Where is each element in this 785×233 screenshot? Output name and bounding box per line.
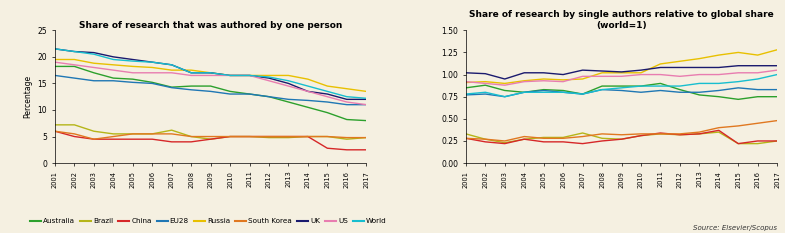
Y-axis label: Percentage: Percentage xyxy=(23,75,32,118)
Legend: Australia, Brazil, China, EU28, Russia, South Korea, UK, US, World: Australia, Brazil, China, EU28, Russia, … xyxy=(27,215,389,227)
Title: Share of research that was authored by one person: Share of research that was authored by o… xyxy=(79,21,342,30)
Text: Source: Elsevier/Scopus: Source: Elsevier/Scopus xyxy=(693,225,777,231)
Title: Share of research by single authors relative to global share
(world=1): Share of research by single authors rela… xyxy=(469,10,774,30)
